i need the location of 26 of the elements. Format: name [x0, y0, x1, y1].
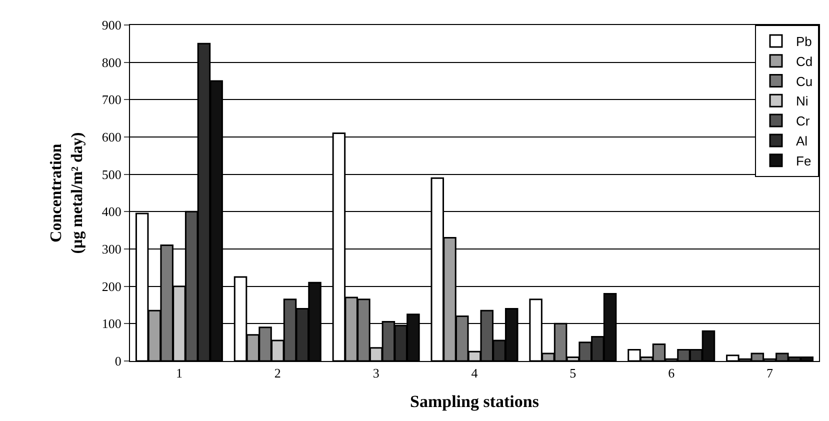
y-tick-label: 700 [102, 92, 122, 108]
y-tick-label: 100 [102, 316, 122, 332]
y-tick-label: 200 [102, 278, 122, 294]
y-tick-label: 800 [102, 54, 122, 70]
y-tick-label: 0 [114, 354, 122, 369]
legend-label: Al [796, 134, 808, 149]
y-tick-label: 400 [102, 204, 122, 220]
legend-label: Cu [796, 74, 813, 89]
x-tick-label: 6 [668, 366, 676, 381]
x-tick-label: 3 [372, 366, 380, 381]
y-tick-label: 300 [102, 242, 122, 257]
y-tick-label: 900 [102, 18, 122, 33]
y-tick-label: 600 [102, 130, 122, 145]
x-tick-label: 4 [471, 366, 478, 381]
legend-label: Cr [796, 114, 810, 129]
legend-label: Pb [796, 34, 812, 50]
x-tick-label: 2 [274, 366, 281, 381]
legend-label: Cd [796, 54, 813, 69]
x-axis-title: Sampling stations [410, 392, 540, 411]
y-axis-title: Concentration (µg metal/m² day) [48, 132, 86, 254]
legend-label: Fe [796, 153, 812, 168]
y-tick-label: 500 [102, 166, 122, 182]
legend-label: Ni [796, 94, 808, 109]
x-tick-label: 1 [176, 366, 182, 381]
x-tick-label: 5 [570, 366, 576, 381]
x-tick-label: 7 [766, 366, 774, 381]
